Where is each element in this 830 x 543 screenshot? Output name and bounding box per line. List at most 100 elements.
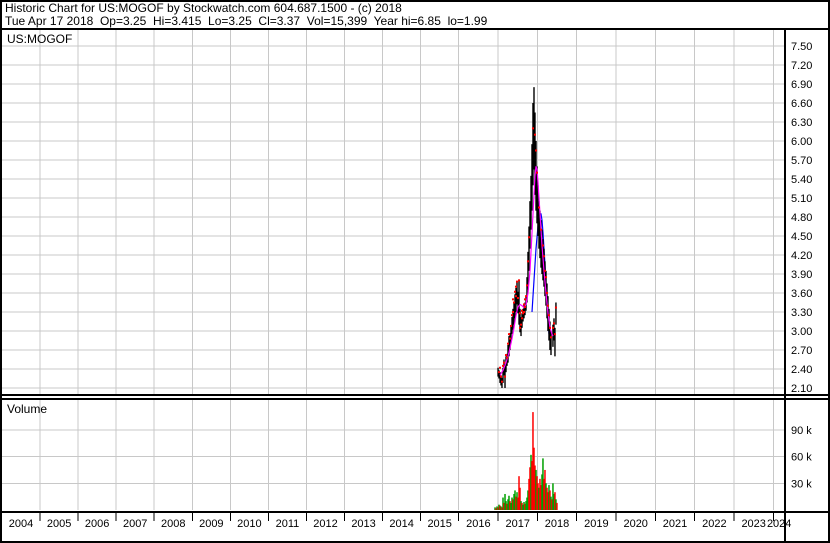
- volume-bar: [502, 497, 504, 510]
- close-dot: [509, 337, 512, 340]
- price-axis-label: 2.10: [791, 383, 812, 395]
- volume-bar: [506, 503, 508, 510]
- volume-bar: [510, 502, 512, 510]
- volume-bar: [556, 502, 558, 510]
- close-dot: [514, 295, 517, 298]
- price-axis-label: 3.90: [791, 269, 812, 281]
- close-dot: [504, 354, 507, 357]
- year-label: 2006: [85, 518, 109, 530]
- close-dot: [521, 312, 524, 315]
- year-label: 2021: [663, 518, 687, 530]
- price-axis-label: 3.30: [791, 307, 812, 319]
- volume-bar: [511, 497, 513, 510]
- volume-bar: [554, 492, 556, 510]
- volume-bar: [521, 502, 523, 510]
- volume-bar: [512, 499, 514, 510]
- price-axis-label: 6.60: [791, 98, 812, 110]
- close-dot: [525, 295, 528, 298]
- volume-bar: [538, 487, 540, 510]
- year-label: 2017: [505, 518, 529, 530]
- close-dot: [521, 317, 524, 320]
- volume-bar: [528, 478, 530, 510]
- volume-bar: [518, 476, 520, 510]
- close-dot: [513, 301, 516, 304]
- close-dot: [553, 333, 556, 336]
- volume-bar: [550, 496, 552, 510]
- plot-right-border: [784, 28, 786, 543]
- right-border: [828, 0, 830, 543]
- price-axis-label: 3.60: [791, 288, 812, 300]
- year-label: 2011: [276, 518, 300, 530]
- volume-bar: [520, 501, 522, 510]
- volume-bar: [517, 497, 519, 510]
- volume-bar: [499, 505, 501, 510]
- close-dot: [502, 361, 505, 364]
- close-dot: [516, 297, 519, 300]
- volume-bar: [544, 469, 546, 510]
- price-axis-labels: 7.50 7.20 6.90 6.60 6.30 6.00 5.70 5.40 5.10 4.80…: [791, 41, 812, 395]
- volume-bar: [535, 469, 537, 510]
- volume-bar: [555, 499, 557, 510]
- volume-bar: [498, 504, 500, 510]
- price-axis-label: 3.00: [791, 326, 812, 338]
- price-axis-label: 5.10: [791, 193, 812, 205]
- volume-bar: [547, 492, 549, 510]
- volume-bar: [501, 507, 503, 510]
- year-label: 2008: [161, 518, 185, 530]
- year-label: 2020: [623, 518, 647, 530]
- year-label: 2010: [237, 518, 261, 530]
- gridlines: [2, 30, 785, 510]
- volume-bar: [527, 490, 529, 510]
- volume-bar: [524, 503, 526, 510]
- year-label: 2007: [123, 518, 147, 530]
- close-dot: [551, 326, 554, 329]
- close-dot: [525, 284, 528, 287]
- volume-bar: [531, 461, 533, 510]
- volume-bar: [505, 501, 507, 510]
- quote-summary-line: Tue Apr 17 2018 Op=3.25 Hi=3.415 Lo=3.25…: [5, 14, 488, 28]
- close-dot: [531, 127, 534, 130]
- year-label: 2009: [199, 518, 223, 530]
- close-dot: [542, 255, 545, 258]
- year-label: 2016: [466, 518, 490, 530]
- close-dot: [518, 326, 521, 329]
- close-dot: [535, 171, 538, 174]
- volume-axis-label: 30 k: [791, 478, 812, 490]
- volume-bar: [519, 487, 521, 510]
- volume-bar: [496, 506, 498, 510]
- top-border: [0, 0, 830, 2]
- volume-bar: [507, 499, 509, 510]
- volume-bar: [515, 496, 517, 510]
- close-dot: [549, 336, 552, 339]
- volume-bar: [497, 507, 499, 510]
- price-axis-label: 7.50: [791, 41, 812, 53]
- price-series: [497, 87, 557, 388]
- year-label: 2018: [545, 518, 569, 530]
- volume-bar: [513, 493, 515, 510]
- price-axis-label: 4.80: [791, 212, 812, 224]
- close-dot: [523, 303, 526, 306]
- volume-bar: [545, 483, 547, 510]
- volume-bar: [541, 474, 543, 510]
- close-dot: [533, 133, 536, 136]
- close-dot: [518, 279, 521, 282]
- volume-bar: [534, 465, 536, 510]
- price-axis-label: 2.40: [791, 364, 812, 376]
- price-axis-label: 4.20: [791, 250, 812, 262]
- close-dot: [552, 322, 555, 325]
- price-axis-label: 6.90: [791, 79, 812, 91]
- volume-bar: [549, 490, 551, 510]
- volume-bar: [509, 501, 511, 510]
- price-axis-label: 4.50: [791, 231, 812, 243]
- year-label: 2019: [584, 518, 608, 530]
- close-dot: [497, 371, 500, 374]
- volume-bar: [494, 507, 496, 510]
- volume-panel-label: Volume: [7, 402, 48, 416]
- bottom-border: [0, 541, 830, 543]
- volume-bar: [542, 458, 544, 510]
- price-axis-label: 5.70: [791, 155, 812, 167]
- close-dot: [518, 312, 521, 315]
- close-dot: [499, 366, 502, 369]
